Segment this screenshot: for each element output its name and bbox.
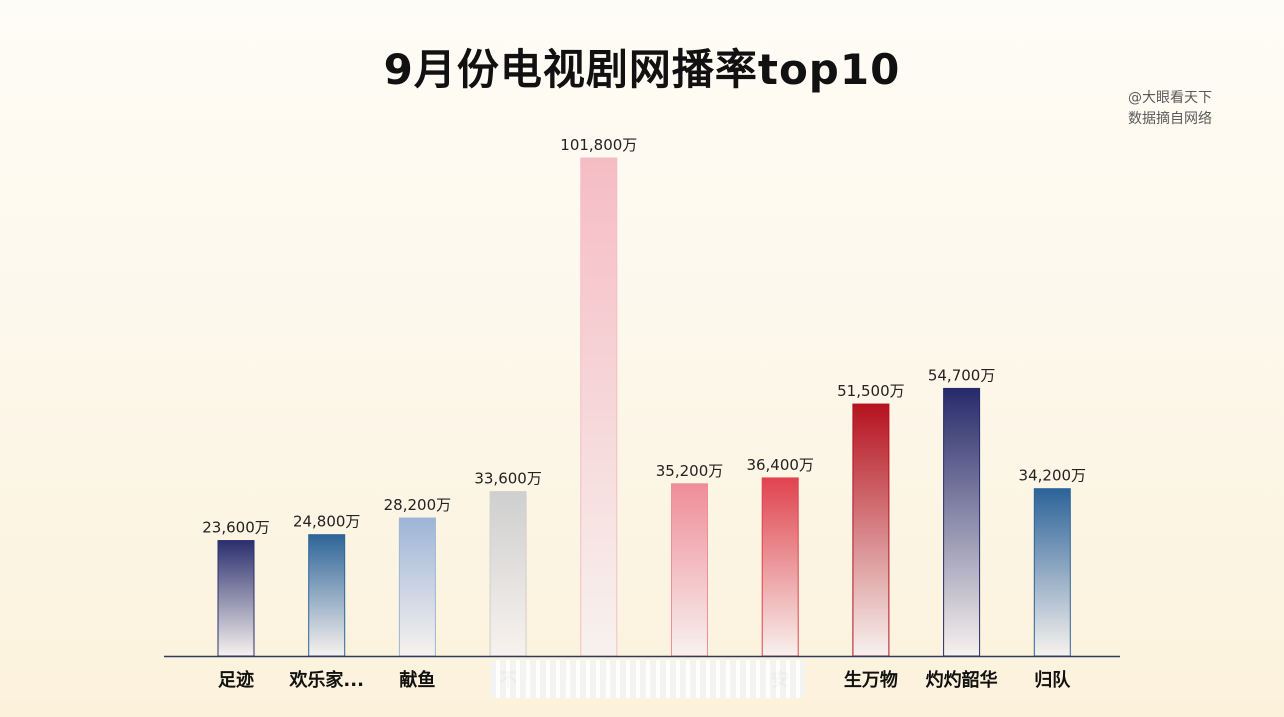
data-label-6: 36,400万 bbox=[746, 456, 814, 474]
data-label-0: 23,600万 bbox=[202, 519, 270, 537]
bar-2 bbox=[398, 517, 436, 657]
data-label-2: 28,200万 bbox=[384, 496, 452, 514]
bar-5 bbox=[671, 483, 708, 657]
watermark: @大眼看天下 数据摘自网络 bbox=[1128, 88, 1212, 130]
redaction-block bbox=[490, 660, 805, 698]
bar-8 bbox=[943, 387, 981, 657]
data-label-4: 101,800万 bbox=[560, 136, 637, 154]
watermark-line-2: 数据摘自网络 bbox=[1128, 111, 1212, 127]
category-label-0: 足迹 bbox=[218, 669, 254, 691]
bar-4 bbox=[580, 157, 618, 657]
category-label-1: 欢乐家... bbox=[288, 669, 364, 691]
category-label-2: 献鱼 bbox=[399, 669, 435, 691]
bar-9 bbox=[1033, 488, 1071, 657]
bar-6 bbox=[761, 477, 799, 657]
watermark-line-1: @大眼看天下 bbox=[1128, 90, 1212, 106]
chart-title: 9月份电视剧网播率top10 bbox=[383, 45, 901, 94]
data-label-1: 24,800万 bbox=[293, 513, 361, 531]
category-label-7: 生万物 bbox=[844, 669, 898, 691]
bar-1 bbox=[308, 534, 346, 657]
data-label-3: 33,600万 bbox=[474, 470, 542, 488]
data-label-5: 35,200万 bbox=[656, 462, 724, 480]
data-label-7: 51,500万 bbox=[837, 382, 905, 400]
bar-3 bbox=[489, 491, 527, 657]
bar-7 bbox=[852, 403, 890, 657]
data-label-9: 34,200万 bbox=[1019, 467, 1087, 485]
bar-0 bbox=[217, 540, 255, 657]
data-label-8: 54,700万 bbox=[928, 366, 996, 384]
category-label-8: 灼灼韶华 bbox=[926, 669, 998, 691]
category-label-9: 归队 bbox=[1034, 669, 1071, 691]
